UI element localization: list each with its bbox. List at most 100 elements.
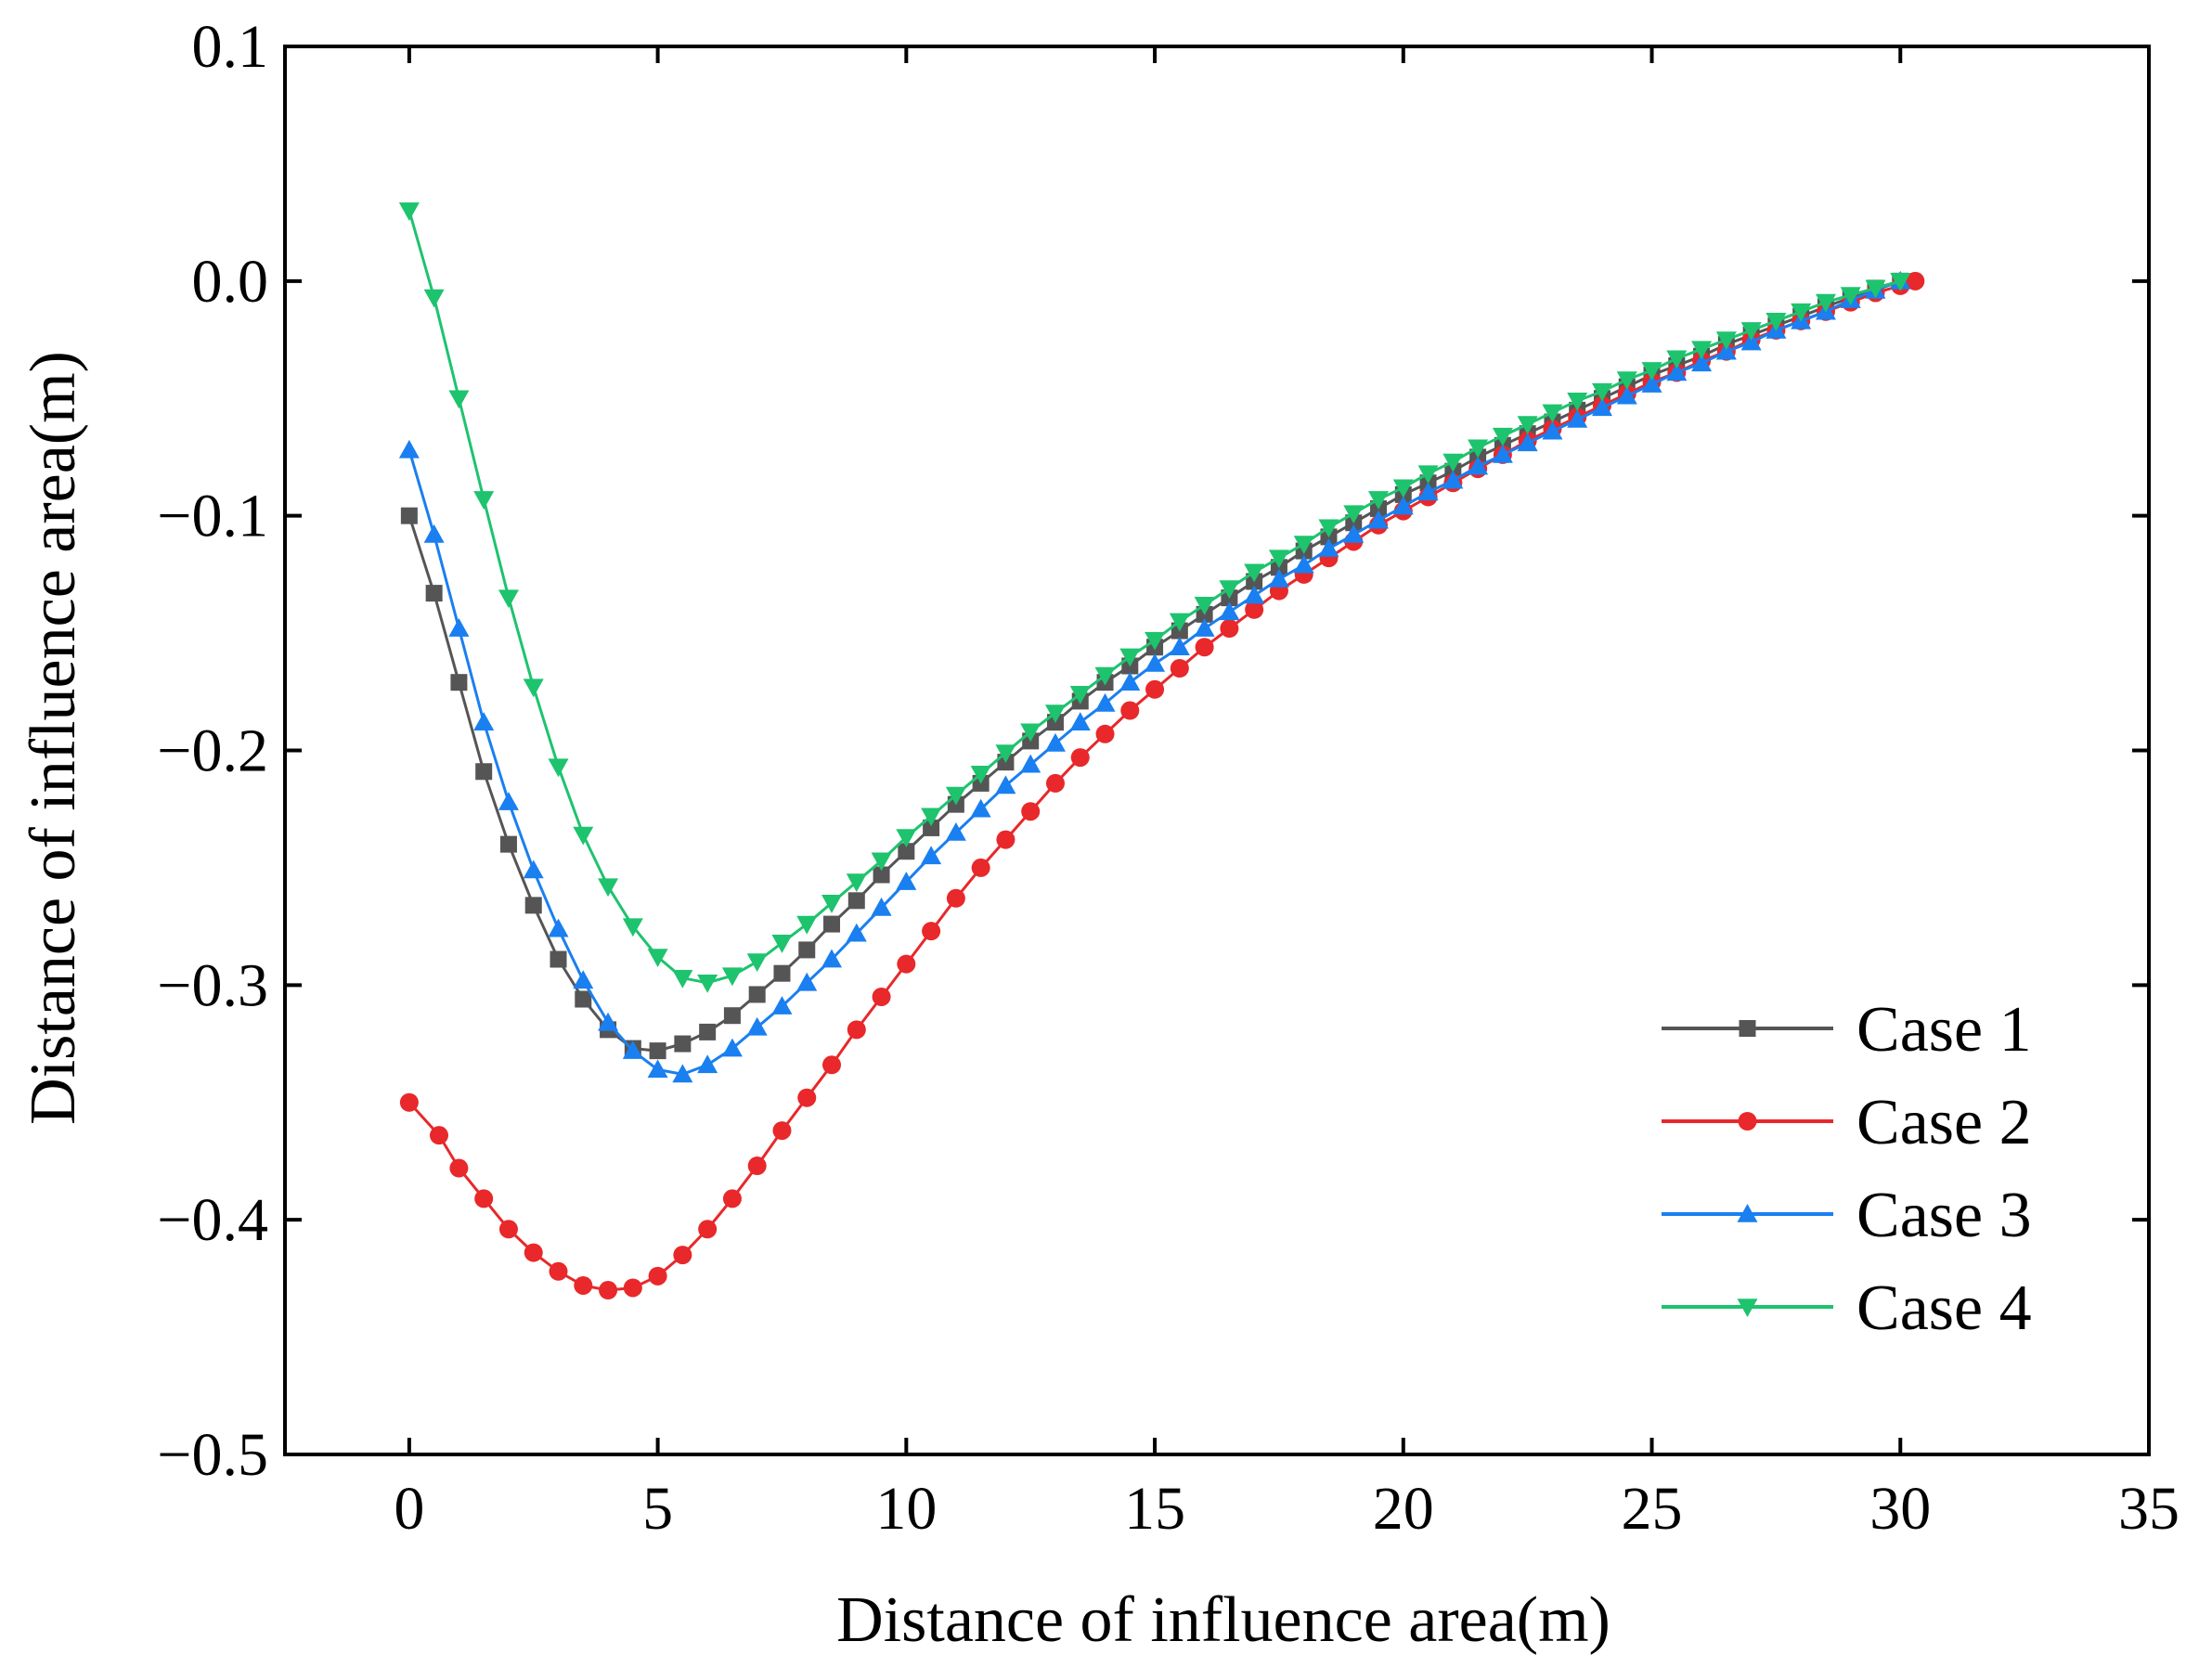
data-point <box>970 765 991 784</box>
data-point <box>1368 510 1390 529</box>
data-point <box>550 950 567 968</box>
data-point <box>623 1278 642 1298</box>
data-point <box>1791 303 1812 322</box>
y-tick-label: 0.1 <box>192 13 269 81</box>
data-point <box>1740 331 1762 351</box>
data-point <box>1567 392 1588 411</box>
series-3 <box>398 270 1911 1083</box>
data-point <box>971 858 990 877</box>
data-point <box>723 1007 741 1025</box>
data-point <box>897 954 916 974</box>
data-point <box>1195 638 1214 657</box>
data-point <box>821 949 843 968</box>
data-point <box>1293 554 1314 574</box>
data-point <box>1045 773 1065 793</box>
data-point <box>1219 601 1240 621</box>
data-point <box>475 763 493 781</box>
data-point <box>1343 505 1365 524</box>
data-point <box>622 1040 643 1059</box>
data-point <box>847 1020 866 1040</box>
data-point <box>423 289 445 308</box>
data-point <box>847 892 865 910</box>
data-point <box>1840 287 1861 306</box>
legend-label: Case 3 <box>1856 1180 2032 1251</box>
data-point <box>448 618 470 637</box>
data-point <box>771 996 793 1014</box>
data-point <box>773 964 791 982</box>
data-point <box>1641 374 1662 393</box>
data-point <box>1244 585 1265 604</box>
x-tick-label: 10 <box>875 1475 937 1543</box>
data-point <box>821 895 843 913</box>
legend-marker <box>1738 1112 1757 1131</box>
data-point <box>1442 453 1464 472</box>
data-point <box>796 915 818 935</box>
data-point <box>797 1088 817 1107</box>
x-tick-label: 25 <box>1622 1475 1683 1543</box>
data-point <box>922 922 941 941</box>
y-tick-label: −0.1 <box>157 483 268 550</box>
data-point <box>898 843 915 860</box>
data-point <box>921 808 942 827</box>
data-point <box>499 835 517 853</box>
legend-label: Case 2 <box>1856 1087 2032 1158</box>
data-point <box>1815 293 1836 313</box>
data-point <box>1343 523 1365 543</box>
data-point <box>672 969 693 989</box>
data-point <box>598 878 619 898</box>
data-point <box>1468 439 1489 459</box>
data-point <box>1021 802 1041 821</box>
data-point <box>771 935 793 953</box>
data-point <box>896 829 917 848</box>
data-point <box>1044 704 1066 724</box>
data-point <box>1145 631 1166 651</box>
data-point <box>1591 397 1612 417</box>
data-point <box>921 846 942 865</box>
y-axis-label: Distance of influence area(m) <box>18 351 89 1125</box>
data-point <box>1691 341 1713 360</box>
data-point <box>1095 724 1115 743</box>
data-point <box>523 678 544 698</box>
data-point <box>1715 331 1737 351</box>
data-point <box>747 1157 767 1176</box>
legend-item: Case 1 <box>1662 994 2032 1066</box>
x-tick-label: 20 <box>1373 1475 1434 1543</box>
data-point <box>573 970 594 989</box>
data-point <box>523 859 544 879</box>
legend-marker <box>1739 1020 1756 1037</box>
data-point <box>1715 341 1737 360</box>
data-point <box>1020 723 1041 743</box>
x-tick-label: 0 <box>394 1475 424 1543</box>
data-point <box>1219 580 1240 600</box>
data-point <box>1145 653 1166 672</box>
legend: Case 1 Case 2 Case 3 Case 4 <box>1662 994 2032 1344</box>
data-point <box>647 949 668 967</box>
data-point <box>1069 686 1091 704</box>
data-point <box>1517 416 1538 435</box>
data-point <box>995 744 1016 764</box>
data-point <box>945 821 966 841</box>
axis-layer: 0 5 10 15 20 25 30 35 0.1 0.0 −0.1 −0.2 −0.3 −0.4 −0.5 <box>157 13 2180 1543</box>
data-point <box>1542 404 1563 423</box>
data-point <box>1268 549 1289 569</box>
data-point <box>1268 568 1289 588</box>
data-point <box>1044 732 1066 752</box>
data-point <box>1567 409 1588 428</box>
data-point <box>423 523 445 543</box>
x-tick-label: 15 <box>1124 1475 1185 1543</box>
data-point <box>1293 536 1314 555</box>
data-point <box>1170 659 1189 678</box>
y-tick-label: −0.5 <box>157 1421 268 1489</box>
data-point <box>923 819 940 836</box>
legend-marker <box>1737 1204 1758 1222</box>
data-point <box>846 923 867 942</box>
data-point <box>474 1189 494 1208</box>
data-point <box>1417 482 1439 501</box>
data-point <box>1245 600 1264 619</box>
data-point <box>399 1092 419 1112</box>
data-point <box>1094 666 1116 686</box>
data-point <box>1666 350 1688 369</box>
data-point <box>449 1158 469 1178</box>
data-point <box>574 1275 593 1295</box>
